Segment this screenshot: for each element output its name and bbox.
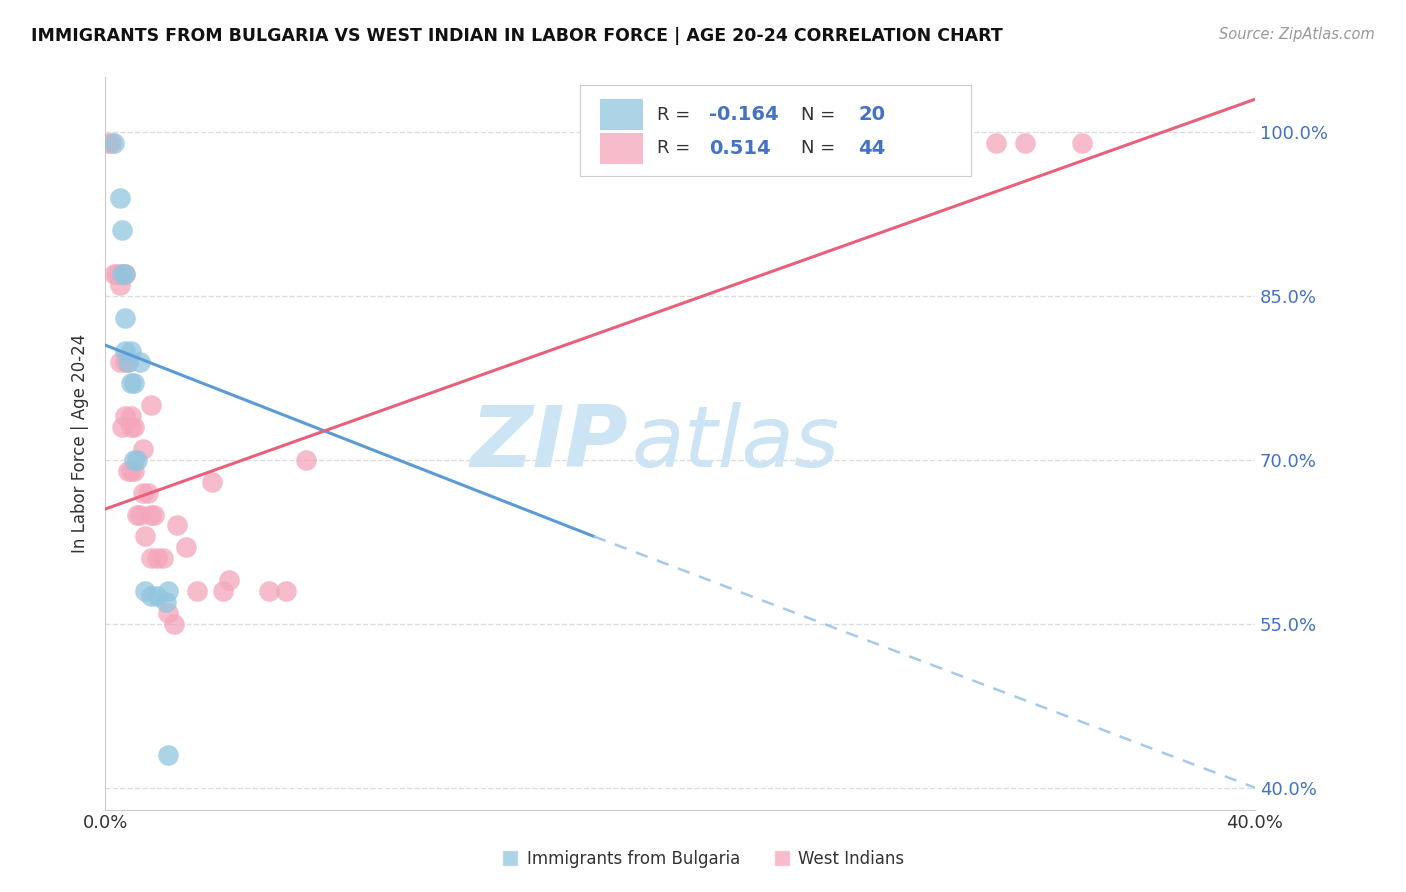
Point (134, 584, 156, 599)
Point (157, 584, 180, 599)
Point (141, 590, 163, 604)
Point (122, 376, 145, 391)
Text: Source: ZipAtlas.com: Source: ZipAtlas.com (1219, 27, 1375, 42)
Point (122, 464, 145, 478)
Point (117, 354, 139, 368)
Text: ZIP: ZIP (471, 402, 628, 485)
Point (105, 267, 128, 281)
Point (120, 343, 142, 358)
Text: 0.514: 0.514 (709, 139, 770, 158)
Point (141, 508, 163, 522)
Point (1071, 136, 1094, 150)
Point (117, 464, 139, 478)
Point (114, 354, 136, 368)
Point (163, 616, 186, 631)
Point (134, 529, 156, 543)
Point (986, 136, 1008, 150)
Text: atlas: atlas (631, 402, 839, 485)
Point (114, 310, 136, 325)
Point (212, 584, 235, 599)
Point (108, 354, 131, 368)
Legend: Immigrants from Bulgaria, West Indians: Immigrants from Bulgaria, West Indians (495, 844, 911, 875)
Point (125, 508, 148, 522)
Point (111, 420, 134, 434)
Point (120, 464, 142, 478)
Point (166, 518, 188, 533)
Point (141, 398, 163, 412)
Point (120, 420, 142, 434)
Point (152, 551, 174, 566)
Point (114, 343, 136, 358)
FancyBboxPatch shape (581, 85, 972, 177)
Point (157, 747, 180, 762)
Point (157, 606, 180, 620)
Point (155, 595, 177, 609)
Text: R =: R = (657, 106, 696, 124)
Point (128, 508, 150, 522)
Point (111, 267, 134, 281)
Point (141, 551, 163, 566)
Point (136, 485, 159, 500)
Y-axis label: In Labor Force | Age 20-24: In Labor Force | Age 20-24 (72, 334, 89, 553)
Point (111, 223, 134, 237)
Point (186, 584, 208, 599)
Point (122, 420, 145, 434)
Point (128, 354, 150, 368)
Point (114, 267, 136, 281)
Bar (599, 133, 644, 164)
Point (218, 573, 240, 587)
Point (103, 267, 125, 281)
Point (120, 376, 142, 391)
Bar (599, 99, 644, 130)
Text: R =: R = (657, 139, 696, 158)
Point (143, 508, 166, 522)
Point (97, 136, 120, 150)
Point (174, 541, 197, 555)
Text: -0.164: -0.164 (709, 105, 779, 124)
Point (111, 267, 134, 281)
Point (125, 453, 148, 467)
Text: IMMIGRANTS FROM BULGARIA VS WEST INDIAN IN LABOR FORCE | AGE 20-24 CORRELATION C: IMMIGRANTS FROM BULGARIA VS WEST INDIAN … (31, 27, 1002, 45)
Point (108, 191, 131, 205)
Point (200, 475, 222, 489)
Point (114, 409, 136, 424)
Point (276, 584, 298, 599)
Point (100, 136, 122, 150)
Point (103, 136, 125, 150)
Point (146, 551, 169, 566)
Point (131, 485, 153, 500)
Point (295, 453, 318, 467)
Point (131, 442, 153, 456)
Text: 20: 20 (858, 105, 886, 124)
Point (122, 453, 145, 467)
Point (114, 267, 136, 281)
Text: N =: N = (801, 106, 841, 124)
Point (146, 590, 169, 604)
Point (257, 584, 280, 599)
Text: 44: 44 (858, 139, 886, 158)
Text: N =: N = (801, 139, 841, 158)
Point (1014, 136, 1036, 150)
Point (117, 354, 139, 368)
Point (108, 278, 131, 293)
Point (120, 409, 142, 424)
